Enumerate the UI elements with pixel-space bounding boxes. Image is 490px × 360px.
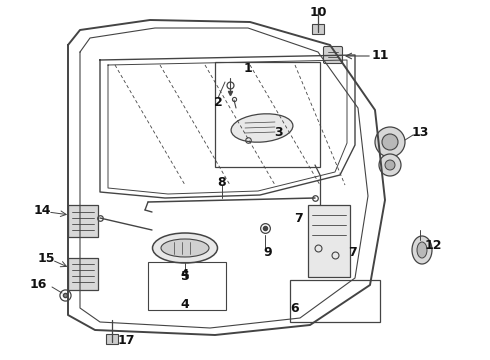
Ellipse shape bbox=[412, 236, 432, 264]
Ellipse shape bbox=[152, 233, 218, 263]
Text: 1: 1 bbox=[244, 62, 252, 75]
Text: 9: 9 bbox=[264, 246, 272, 258]
Text: 11: 11 bbox=[371, 49, 389, 62]
Text: 4: 4 bbox=[181, 297, 189, 310]
Text: 6: 6 bbox=[291, 302, 299, 315]
Text: 7: 7 bbox=[294, 212, 302, 225]
Circle shape bbox=[379, 154, 401, 176]
Ellipse shape bbox=[417, 242, 427, 258]
Text: 12: 12 bbox=[425, 239, 442, 252]
Text: 2: 2 bbox=[214, 95, 222, 108]
Bar bbox=[106, 334, 118, 344]
Circle shape bbox=[375, 127, 405, 157]
Text: 8: 8 bbox=[218, 176, 226, 189]
Text: 15: 15 bbox=[37, 252, 55, 265]
Text: 16: 16 bbox=[29, 279, 47, 292]
Text: 17: 17 bbox=[118, 333, 136, 346]
Bar bbox=[308, 205, 350, 277]
Text: 4: 4 bbox=[181, 268, 189, 281]
Text: 10: 10 bbox=[309, 5, 327, 18]
Ellipse shape bbox=[231, 114, 293, 142]
FancyBboxPatch shape bbox=[323, 46, 343, 63]
Text: 7: 7 bbox=[347, 246, 356, 258]
Text: 5: 5 bbox=[181, 270, 189, 283]
Bar bbox=[68, 205, 98, 237]
Bar bbox=[290, 280, 380, 322]
Bar bbox=[148, 262, 226, 310]
Text: 3: 3 bbox=[274, 126, 282, 139]
Bar bbox=[312, 24, 324, 34]
Text: 14: 14 bbox=[33, 203, 51, 216]
Circle shape bbox=[385, 160, 395, 170]
Bar bbox=[68, 258, 98, 290]
Ellipse shape bbox=[161, 239, 209, 257]
Bar bbox=[215, 62, 320, 167]
Text: 13: 13 bbox=[411, 126, 429, 139]
Circle shape bbox=[382, 134, 398, 150]
